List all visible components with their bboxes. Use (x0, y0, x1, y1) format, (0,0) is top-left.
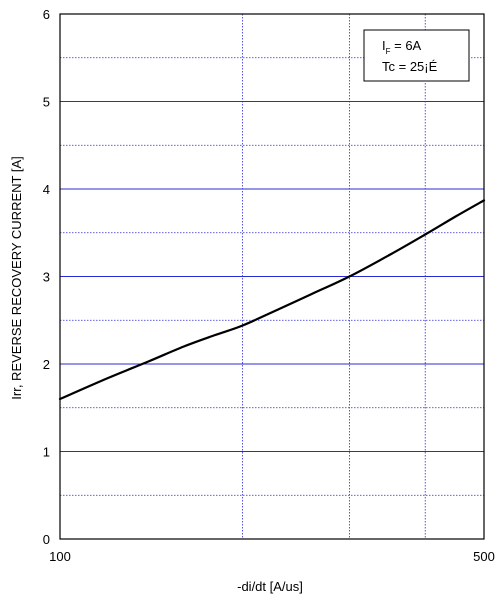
x-tick-label: 500 (473, 549, 495, 564)
y-tick-label: 6 (43, 7, 50, 22)
x-axis-label: -di/dt [A/us] (237, 579, 303, 594)
legend-if-sub: F (386, 47, 391, 56)
legend-if-main: I (382, 38, 386, 53)
y-tick-label: 3 (43, 270, 50, 285)
y-axis-label: Irr, REVERSE RECOVERY CURRENT [A] (9, 156, 24, 399)
series-layer (58, 199, 486, 401)
legend-if-value: = 6A (391, 38, 422, 53)
y-tick-label: 1 (43, 445, 50, 460)
tick-layer: 0 1 2 3 4 5 6 100 500 (43, 7, 495, 564)
x-tick-label: 100 (49, 549, 71, 564)
legend-frame (363, 29, 470, 82)
y-tick-label: 5 (43, 95, 50, 110)
y-tick-label: 4 (43, 182, 50, 197)
y-tick-label: 0 (43, 532, 50, 547)
legend-line-1: IF = 6A (382, 38, 422, 56)
plot-frame (59, 13, 485, 540)
grid-layer (60, 14, 484, 539)
legend-box: IF = 6A Tc = 25¡É (363, 29, 470, 82)
y-tick-label: 2 (43, 357, 50, 372)
legend-line-2: Tc = 25¡É (382, 59, 438, 74)
series-line-0 (58, 199, 486, 401)
